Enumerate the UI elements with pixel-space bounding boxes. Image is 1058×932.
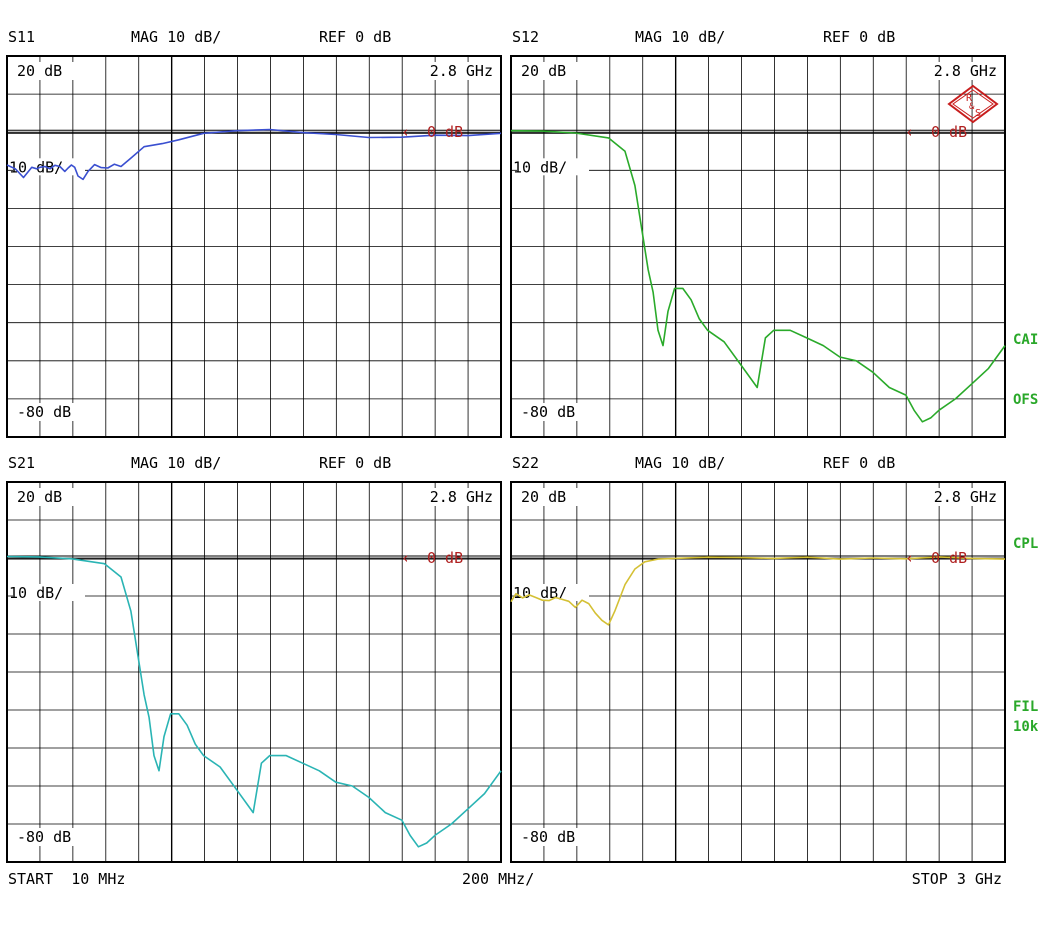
side-label-ofs: OFS xyxy=(1013,392,1038,408)
top-scale-label: 20 dB xyxy=(521,62,566,80)
smith-panel-s12: S12 MAG 10 dB/REF 0 dB 20 dB 2.8 GHz 10 dB/ -… xyxy=(510,28,1006,438)
frequency-label: 2.8 GHz xyxy=(934,62,997,80)
panel-title: S11 xyxy=(8,28,35,46)
panel-mag-label: MAG 10 dB/ xyxy=(635,454,725,472)
smith-panel-s22: S22 MAG 10 dB/REF 0 dB 20 dB 2.8 GHz 10 dB/ -… xyxy=(510,454,1006,863)
panel-ref-label: REF 0 dB xyxy=(319,28,391,46)
top-scale-label: 20 dB xyxy=(521,488,566,506)
scale-per-div-label: 10 dB/ xyxy=(9,158,63,176)
reference-marker-label: 0 dB xyxy=(931,549,967,567)
bottom-scale-label: -80 dB xyxy=(17,828,71,846)
frequency-label: 2.8 GHz xyxy=(430,488,493,506)
rohde-schwarz-logo: R & S xyxy=(947,84,999,124)
trace-s22 xyxy=(510,556,1006,626)
frequency-label: 2.8 GHz xyxy=(430,62,493,80)
reference-marker-arrow: ‹ xyxy=(401,549,410,567)
grid xyxy=(511,56,1005,437)
scale-per-div-label: 10 dB/ xyxy=(513,158,567,176)
grid xyxy=(7,56,501,437)
panel-title: S22 xyxy=(512,454,539,472)
scale-per-div-label: 10 dB/ xyxy=(513,584,567,602)
sweep-stop-label: STOP 3 GHz xyxy=(912,870,1002,888)
panel-ref-label: REF 0 dB xyxy=(823,28,895,46)
side-label-cpl: CPL xyxy=(1013,536,1038,552)
smith-panel-s11: S11 MAG 10 dB/REF 0 dB 20 dB 2.8 GHz 10 dB/ -… xyxy=(6,28,502,438)
panel-title: S21 xyxy=(8,454,35,472)
logo-letter-s: S xyxy=(975,108,981,119)
panel-ref-label: REF 0 dB xyxy=(823,454,895,472)
sweep-span-label: 200 MHz/ xyxy=(462,870,534,888)
side-label-10k: 10k xyxy=(1013,719,1039,735)
panel-mag-label: MAG 10 dB/ xyxy=(131,28,221,46)
side-label-cai: CAI xyxy=(1013,332,1038,348)
reference-marker-arrow: ‹ xyxy=(905,549,914,567)
sweep-start-label: START 10 MHz xyxy=(8,870,125,888)
reference-marker-label: 0 dB xyxy=(427,123,463,141)
bottom-scale-label: -80 dB xyxy=(521,828,575,846)
panel-title: S12 xyxy=(512,28,539,46)
reference-marker-label: 0 dB xyxy=(427,549,463,567)
trace-s12 xyxy=(510,129,1006,423)
side-label-fil: FIL xyxy=(1013,699,1038,715)
frequency-label: 2.8 GHz xyxy=(934,488,997,506)
grid xyxy=(7,482,501,862)
reference-marker-label: 0 dB xyxy=(931,123,967,141)
scale-per-div-label: 10 dB/ xyxy=(9,584,63,602)
trace-s21 xyxy=(6,555,502,848)
top-scale-label: 20 dB xyxy=(17,62,62,80)
panel-mag-label: MAG 10 dB/ xyxy=(131,454,221,472)
logo-letter-amp: & xyxy=(969,102,975,112)
logo-letter-r: R xyxy=(966,93,973,104)
smith-panel-s21: S21 MAG 10 dB/REF 0 dB 20 dB 2.8 GHz 10 dB/ -… xyxy=(6,454,502,863)
top-scale-label: 20 dB xyxy=(17,488,62,506)
reference-marker-arrow: ‹ xyxy=(905,123,914,141)
bottom-scale-label: -80 dB xyxy=(17,403,71,421)
panel-mag-label: MAG 10 dB/ xyxy=(635,28,725,46)
panel-ref-label: REF 0 dB xyxy=(319,454,391,472)
reference-marker-arrow: ‹ xyxy=(401,123,410,141)
bottom-scale-label: -80 dB xyxy=(521,403,575,421)
grid xyxy=(511,482,1005,862)
trace-s11 xyxy=(6,128,502,181)
